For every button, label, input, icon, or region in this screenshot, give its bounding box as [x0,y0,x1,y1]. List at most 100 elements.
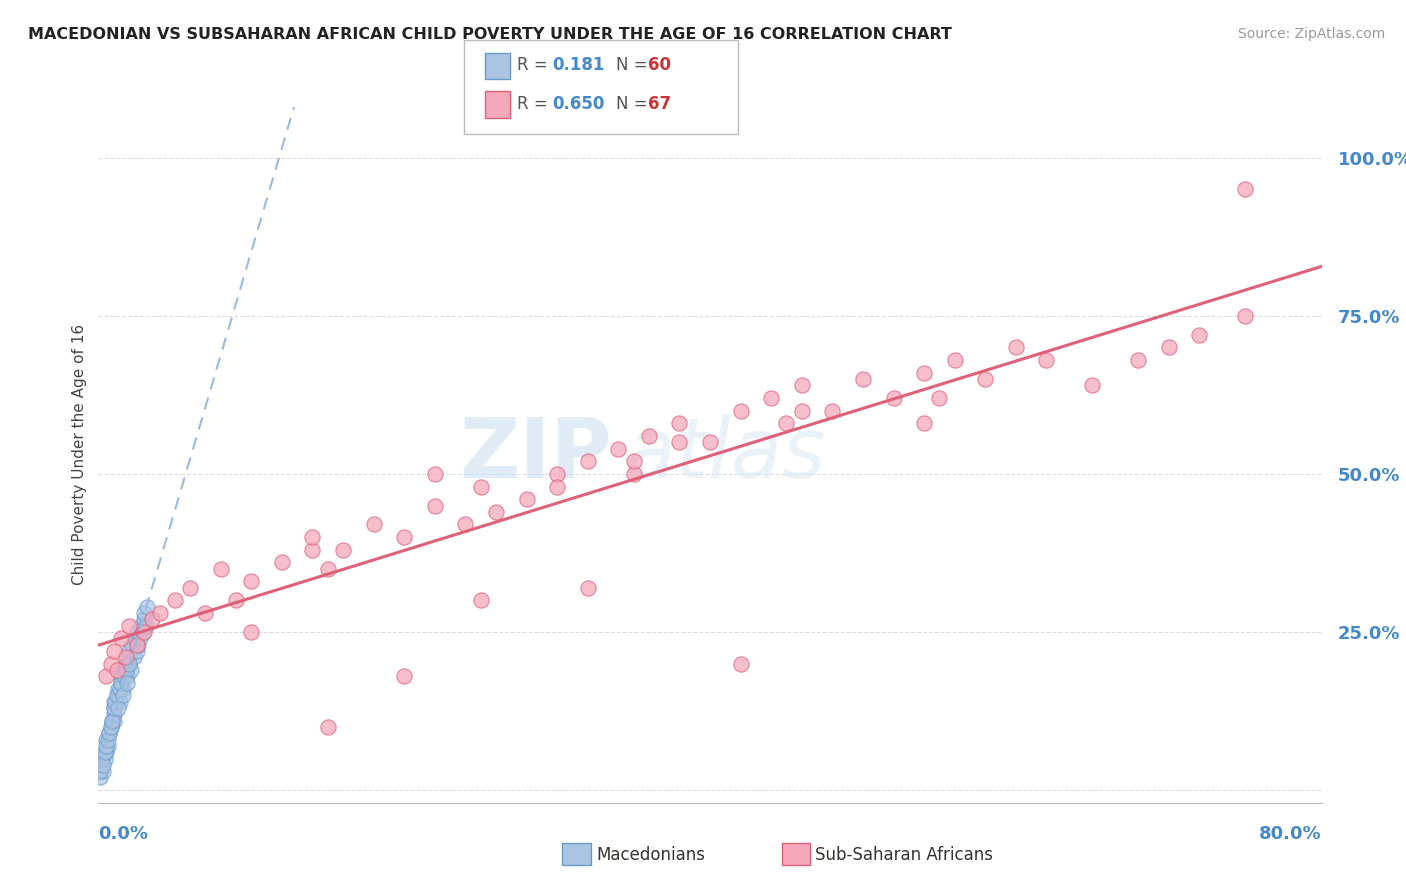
Point [89,764,111,779]
Point [576,454,599,468]
Point [852,372,875,386]
Point [105,663,128,677]
Point [179,581,201,595]
Point [943,353,966,368]
Point [118,650,141,665]
Text: MACEDONIAN VS SUBSAHARAN AFRICAN CHILD POVERTY UNDER THE AGE OF 16 CORRELATION C: MACEDONIAN VS SUBSAHARAN AFRICAN CHILD P… [28,27,952,42]
Point [149,606,172,620]
Point [117,675,139,690]
Text: 67: 67 [648,95,671,113]
Point [100,657,122,671]
Point [89,771,111,785]
Point [1081,378,1104,392]
Point [132,625,155,640]
Point [97,739,120,753]
Text: N =: N = [616,56,647,74]
Text: atlas: atlas [624,415,827,495]
Point [93,751,115,765]
Point [91,757,114,772]
Point [974,372,997,386]
Point [110,675,132,690]
Point [94,739,117,753]
Point [128,632,150,646]
Point [134,612,156,626]
Point [699,435,721,450]
Point [112,663,135,677]
Point [90,757,112,772]
Point [141,612,163,626]
Point [623,454,645,468]
Point [111,688,134,702]
Point [98,726,121,740]
Text: ZIP: ZIP [460,415,612,495]
Point [316,720,339,734]
Text: 0.181: 0.181 [553,56,605,74]
Point [103,644,125,658]
Point [332,542,354,557]
Point [98,726,121,740]
Point [97,732,120,747]
Point [105,688,128,702]
Point [94,745,117,759]
Point [103,695,125,709]
Point [821,403,844,417]
Point [118,657,141,671]
Point [110,669,132,683]
Point [392,669,416,683]
Point [470,479,492,493]
Point [775,417,797,431]
Point [637,429,661,443]
Point [118,644,141,658]
Point [485,505,508,519]
Point [363,517,385,532]
Point [108,681,131,696]
Point [912,366,935,380]
Point [516,492,538,507]
Point [127,638,149,652]
Point [1234,309,1257,323]
Point [623,467,645,481]
Point [91,764,114,779]
Point [115,657,138,671]
Point [668,417,690,431]
Point [163,593,186,607]
Point [110,675,132,690]
Text: 80.0%: 80.0% [1258,825,1322,843]
Point [100,720,122,734]
Point [122,650,145,665]
Point [94,732,117,747]
Point [316,562,339,576]
Point [100,720,122,734]
Text: R =: R = [517,56,554,74]
Point [125,644,148,658]
Y-axis label: Child Poverty Under the Age of 16: Child Poverty Under the Age of 16 [72,325,87,585]
Point [103,707,125,722]
Point [101,714,124,728]
Point [124,632,146,646]
Point [301,530,323,544]
Point [1188,327,1211,342]
Point [108,695,131,709]
Point [240,625,263,640]
Point [301,542,323,557]
Point [110,632,132,646]
Point [270,556,292,570]
Point [90,751,112,765]
Point [105,688,128,702]
Point [730,657,752,671]
Point [1157,340,1180,354]
Point [423,499,446,513]
Point [104,695,127,709]
Point [134,606,156,620]
Point [1004,340,1026,354]
Point [135,618,157,632]
Point [93,745,115,759]
Point [120,663,142,677]
Point [121,638,143,652]
Point [125,625,148,640]
Point [103,701,125,715]
Point [607,442,630,456]
Point [103,701,125,715]
Point [107,681,129,696]
Point [112,669,135,683]
